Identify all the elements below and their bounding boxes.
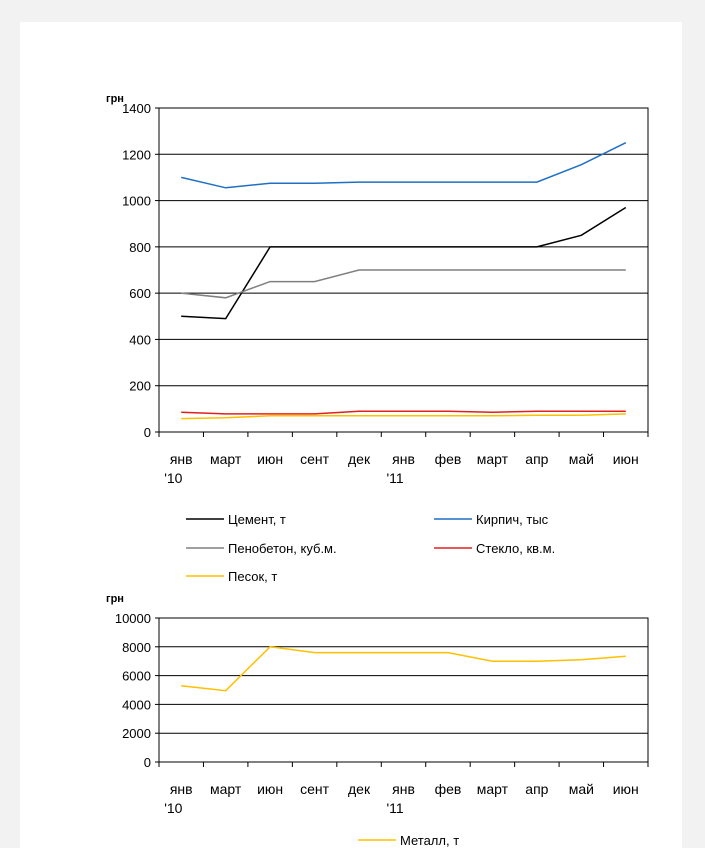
- c1-xtick-label: июн: [257, 451, 283, 467]
- c2-xtick-label: фев: [435, 781, 462, 797]
- c2-series-line-0: [181, 646, 626, 692]
- chart1-ylabel: грн: [106, 93, 124, 105]
- c2-xtick-label: '10: [164, 800, 182, 816]
- c1-ytick-label: 600: [129, 286, 151, 301]
- c1-xtick-label: '11: [387, 470, 404, 486]
- c2-xtick-label: март: [210, 781, 242, 797]
- c2-xtick-label: май: [569, 781, 594, 797]
- c1-legend-label: Пенобетон, куб.м.: [228, 541, 337, 556]
- chart-panel: [20, 22, 682, 848]
- c1-xtick-label: май: [569, 451, 594, 467]
- c2-ytick-label: 0: [144, 755, 151, 770]
- c1-ytick-label: 0: [144, 425, 151, 440]
- c1-series-line-2: [181, 269, 626, 299]
- c1-xtick-label: '10: [164, 470, 182, 486]
- c1-xtick-label: сент: [300, 451, 330, 467]
- c1-legend-label: Стекло, кв.м.: [476, 541, 555, 556]
- c1-series-line-3: [181, 410, 626, 415]
- c1-xtick-label: март: [210, 451, 242, 467]
- c1-ytick-label: 1000: [122, 194, 151, 209]
- c2-ytick-label: 2000: [122, 726, 151, 741]
- c2-xtick-label: сент: [300, 781, 330, 797]
- chart2-plot-area: [158, 617, 649, 763]
- c1-ytick-label: 1200: [122, 147, 151, 162]
- c1-xtick-label: июн: [613, 451, 639, 467]
- c2-xtick-label: дек: [348, 781, 371, 797]
- c1-series-line-0: [181, 206, 627, 320]
- c2-xtick-label: июн: [613, 781, 639, 797]
- c2-xtick-label: янв: [170, 781, 193, 797]
- c2-xtick-label: апр: [525, 781, 548, 797]
- c2-ytick-label: 4000: [122, 697, 151, 712]
- c1-xtick-label: янв: [170, 451, 193, 467]
- c1-xtick-label: март: [477, 451, 509, 467]
- c2-xtick-label: март: [477, 781, 509, 797]
- c1-xtick-label: апр: [525, 451, 548, 467]
- c1-series-line-1: [181, 142, 627, 189]
- c1-series-line-4: [181, 413, 626, 420]
- c1-legend-label: Песок, т: [228, 569, 277, 584]
- c2-xtick-label: янв: [392, 781, 415, 797]
- c2-ytick-label: 8000: [122, 640, 151, 655]
- c1-xtick-label: янв: [392, 451, 415, 467]
- c1-legend-label: Цемент, т: [228, 512, 286, 527]
- chart1-plot-area: [158, 107, 649, 433]
- chart2-ylabel: грн: [106, 593, 124, 605]
- c1-ytick-label: 800: [129, 240, 151, 255]
- c1-xtick-label: дек: [348, 451, 371, 467]
- c2-xtick-label: '11: [387, 800, 404, 816]
- c2-ytick-label: 6000: [122, 669, 151, 684]
- c1-ytick-label: 400: [129, 332, 151, 347]
- c1-xtick-label: фев: [435, 451, 462, 467]
- c2-ytick-label: 10000: [115, 611, 151, 626]
- c1-ytick-label: 200: [129, 379, 151, 394]
- c1-legend-label: Кирпич, тыс: [476, 512, 549, 527]
- c2-legend-label: Металл, т: [400, 833, 459, 848]
- c1-ytick-label: 1400: [122, 101, 151, 116]
- chart-prices-materials: грн 0 200 400 600 800 1000 1200 1400 янв '10 март…: [106, 93, 649, 584]
- c2-xtick-label: июн: [257, 781, 283, 797]
